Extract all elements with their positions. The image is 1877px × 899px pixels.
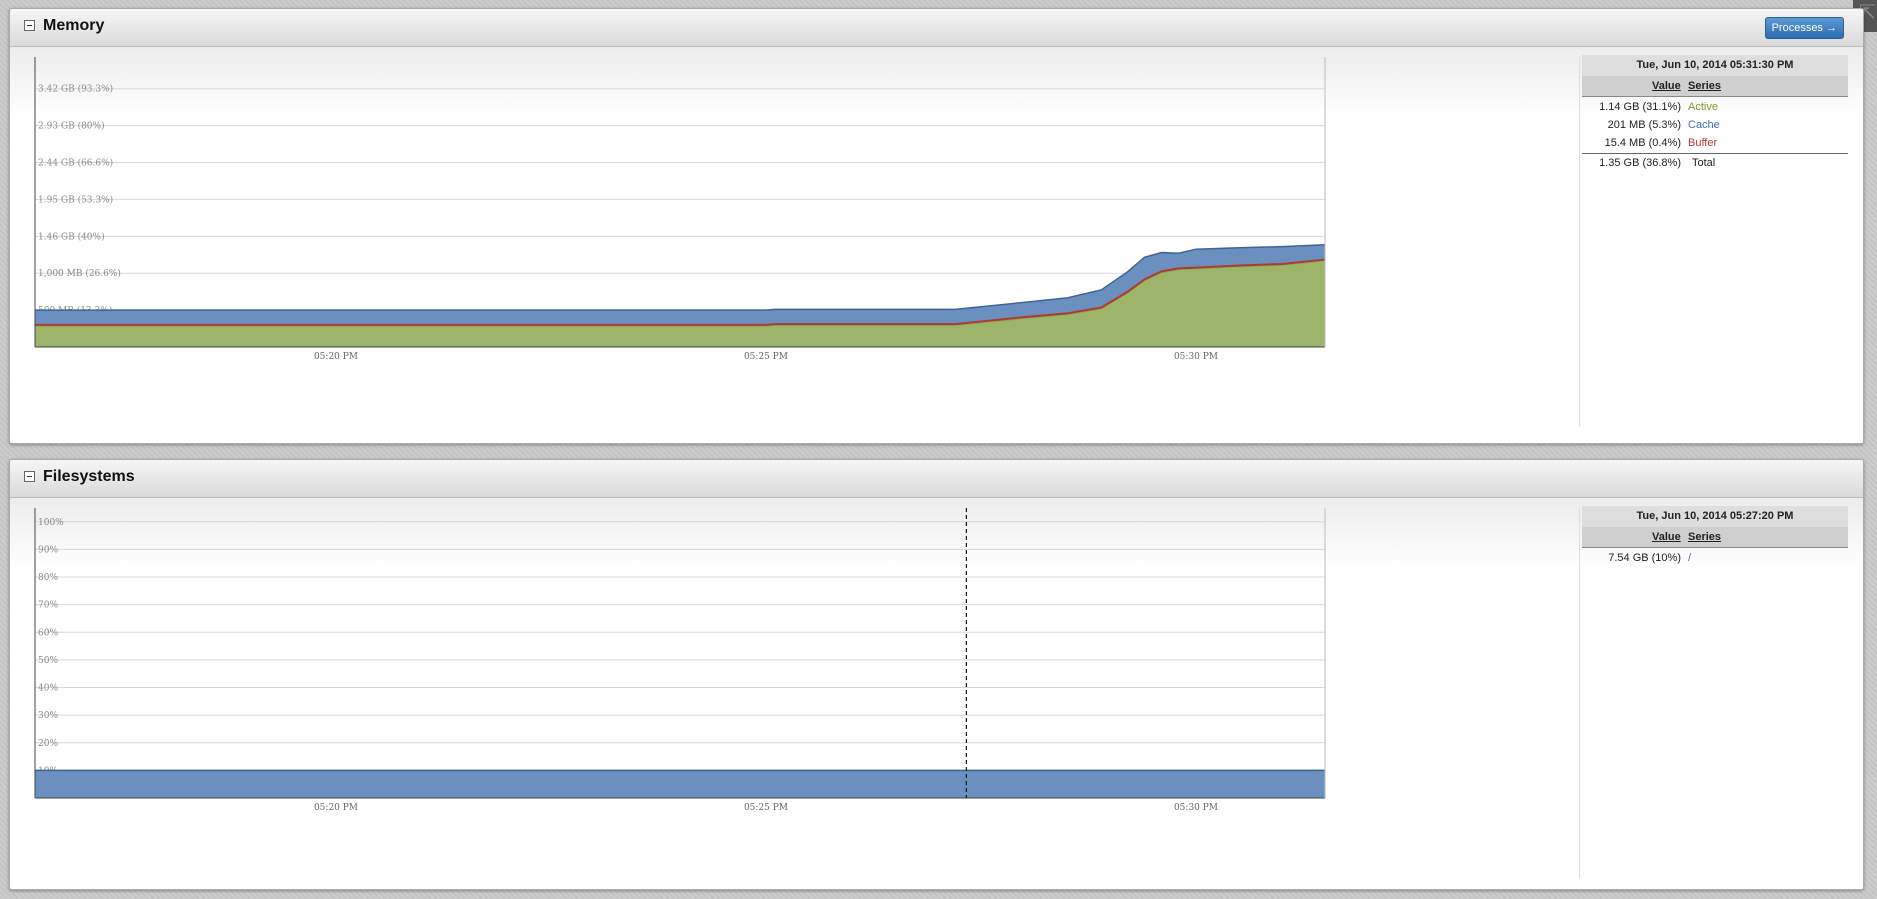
x-tick-label: 05:20 PM (314, 352, 358, 362)
memory-chart[interactable]: 3.42 GB (93.3%) 2.93 GB (80%) 2.44 GB (66.… (24, 47, 1580, 427)
legend-series: Buffer (1688, 137, 1718, 149)
y-tick-label: 40% (38, 684, 58, 694)
value-column-header[interactable]: Value (1652, 531, 1681, 543)
legend-value: 201 MB (5.3%) (1607, 119, 1681, 131)
memory-panel: Memory Processes → 3.42 GB (93.3%) 2.93 G… (9, 8, 1864, 444)
filesystems-panel-header: Filesystems (10, 460, 1863, 498)
y-tick-label: 1.95 GB (53.3%) (38, 194, 113, 205)
legend-series: Cache (1688, 119, 1720, 131)
area-root (35, 770, 1325, 798)
filesystems-chart[interactable]: 100%90%80%70%60%50%40%30%20%10%05:20 PM0… (24, 498, 1580, 878)
legend-row-total: 1.35 GB (36.8%) Total (1582, 153, 1848, 172)
filesystems-legend: Tue, Jun 10, 2014 05:27:20 PM Value Seri… (1582, 506, 1848, 567)
y-tick-label: 80% (38, 573, 58, 583)
legend-header: Value Series (1582, 76, 1848, 97)
legend-row-active: 1.14 GB (31.1%) Active (1582, 98, 1848, 116)
x-tick-label: 05:25 PM (744, 352, 788, 362)
y-tick-label: 2.93 GB (80%) (38, 121, 105, 132)
legend-divider (1579, 57, 1580, 427)
memory-panel-header: Memory Processes → (10, 9, 1863, 47)
y-tick-label: 90% (38, 545, 58, 555)
filesystems-title: Filesystems (43, 468, 135, 485)
collapse-toggle-icon[interactable] (24, 20, 35, 31)
legend-total-value: 1.35 GB (36.8%) (1599, 157, 1681, 169)
legend-total-label: Total (1692, 157, 1716, 169)
y-tick-label: 50% (38, 656, 58, 666)
filesystems-panel: Filesystems 100% 90% 80% 70% 60% 50% 40% 30% 20%… (9, 459, 1864, 890)
legend-divider (1579, 508, 1580, 878)
series-line (35, 258, 1326, 326)
legend-row-root: 7.54 GB (10%) / (1582, 549, 1848, 567)
memory-legend: Tue, Jun 10, 2014 05:31:30 PM Value Seri… (1582, 55, 1848, 172)
filesystems-panel-body: 100%90%80%70%60%50%40%30%20%10%05:20 PM0… (10, 498, 1863, 889)
processes-button[interactable]: Processes → (1764, 17, 1844, 39)
y-tick-label: 30% (38, 711, 58, 721)
legend-series: / (1688, 552, 1692, 564)
legend-date: Tue, Jun 10, 2014 05:31:30 PM (1582, 55, 1848, 76)
legend-value: 15.4 MB (0.4%) (1604, 137, 1681, 149)
legend-row-buffer: 15.4 MB (0.4%) Buffer (1582, 134, 1848, 152)
legend-header: Value Series (1582, 527, 1848, 548)
x-tick-label: 05:25 PM (744, 803, 788, 813)
memory-title: Memory (43, 17, 105, 34)
y-tick-label: 3.42 GB (93.3%) (38, 84, 113, 95)
legend-value: 7.54 GB (10%) (1608, 552, 1681, 564)
legend-value: 1.14 GB (31.1%) (1599, 101, 1681, 113)
y-tick-label: 1,000 MB (26.6%) (38, 268, 121, 279)
y-tick-label: 2.44 GB (66.6%) (38, 158, 113, 169)
collapse-toggle-icon[interactable] (24, 471, 35, 482)
y-tick-label: 1.46 GB (40%) (38, 231, 105, 242)
y-tick-label: 100% (38, 518, 64, 528)
y-tick-label: 70% (38, 601, 58, 611)
legend-date: Tue, Jun 10, 2014 05:27:20 PM (1582, 506, 1848, 527)
value-column-header[interactable]: Value (1652, 80, 1681, 92)
memory-panel-body: 3.42 GB (93.3%) 2.93 GB (80%) 2.44 GB (66.… (10, 47, 1863, 443)
legend-row-cache: 201 MB (5.3%) Cache (1582, 116, 1848, 134)
series-line (35, 259, 1326, 327)
series-column-header[interactable]: Series (1688, 80, 1722, 92)
legend-series: Active (1688, 101, 1718, 113)
y-tick-label: 20% (38, 739, 58, 749)
area-active (35, 260, 1325, 347)
x-tick-label: 05:20 PM (314, 803, 358, 813)
y-tick-label: 60% (38, 628, 58, 638)
x-tick-label: 05:30 PM (1174, 352, 1218, 362)
series-line (35, 244, 1326, 311)
series-column-header[interactable]: Series (1688, 531, 1722, 543)
x-tick-label: 05:30 PM (1174, 803, 1218, 813)
